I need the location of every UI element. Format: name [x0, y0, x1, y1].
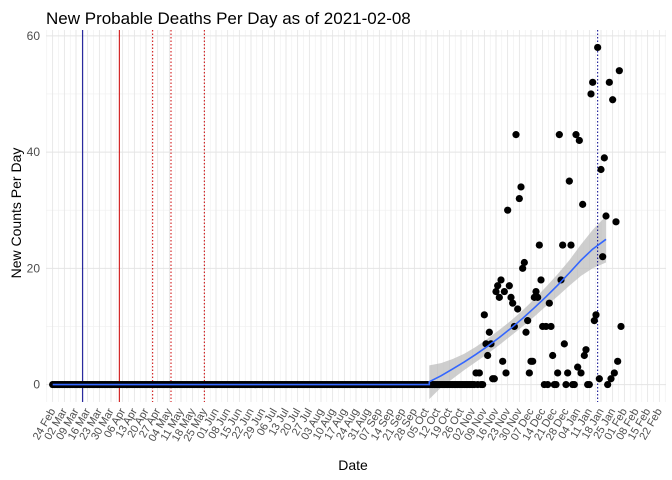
y-axis-ticks: 0 20 40 60 — [27, 29, 41, 392]
data-point — [532, 287, 540, 296]
data-point — [485, 328, 493, 336]
data-point — [587, 90, 595, 98]
data-point — [492, 287, 500, 296]
data-point — [560, 340, 568, 348]
data-point — [512, 131, 520, 139]
data-point — [574, 363, 582, 371]
data-point — [562, 380, 570, 389]
data-point — [522, 328, 530, 336]
data-point — [602, 212, 610, 220]
smooth-fit-path — [52, 238, 607, 386]
data-point — [610, 369, 618, 377]
chart-title: New Probable Deaths Per Day as of 2021-0… — [46, 9, 411, 28]
data-point — [537, 276, 545, 284]
data-point — [572, 131, 580, 139]
data-point — [514, 305, 522, 313]
data-points — [459, 43, 625, 389]
data-point — [542, 322, 550, 331]
confidence-band — [429, 216, 606, 400]
y-axis-label: New Counts Per Day — [8, 148, 24, 279]
data-point — [589, 78, 597, 86]
data-point — [599, 253, 607, 261]
data-point — [535, 241, 543, 249]
y-tick-label: 60 — [27, 29, 41, 43]
zero-series — [49, 380, 465, 389]
data-point — [494, 282, 502, 290]
data-point — [529, 357, 537, 365]
y-tick-label: 0 — [33, 378, 40, 392]
data-point — [570, 380, 578, 389]
data-point — [604, 380, 612, 389]
data-point — [567, 241, 575, 249]
data-point — [590, 317, 598, 325]
data-point — [555, 131, 563, 139]
data-point — [600, 154, 608, 162]
data-point — [515, 194, 523, 203]
data-point — [549, 351, 557, 360]
data-point — [545, 299, 553, 307]
data-point — [607, 375, 615, 383]
data-point — [507, 293, 515, 301]
data-point — [592, 311, 600, 319]
data-point — [559, 241, 567, 249]
x-axis-label: Date — [338, 457, 368, 473]
data-point — [502, 369, 510, 377]
data-point — [525, 369, 533, 377]
data-point — [615, 67, 623, 75]
data-point — [524, 317, 532, 325]
data-point — [605, 78, 613, 86]
data-point — [504, 206, 512, 214]
data-point — [554, 369, 562, 377]
data-point — [564, 369, 572, 377]
data-point — [547, 322, 555, 331]
data-point — [557, 276, 565, 284]
data-point — [565, 177, 573, 185]
data-point — [594, 43, 602, 52]
data-point — [609, 96, 617, 104]
data-point — [475, 369, 483, 377]
data-point — [495, 293, 503, 301]
data-point — [499, 357, 507, 365]
data-point — [614, 357, 622, 365]
data-point — [484, 351, 492, 360]
data-point — [585, 380, 593, 389]
grid-lines — [46, 30, 666, 402]
smooth-fit-line — [52, 238, 607, 386]
data-point — [575, 136, 583, 145]
data-point — [579, 200, 587, 208]
y-tick-label: 40 — [27, 145, 41, 159]
data-point — [597, 165, 605, 174]
data-point — [500, 287, 508, 296]
data-point — [612, 218, 620, 226]
data-point — [580, 351, 588, 360]
data-point — [519, 264, 527, 272]
data-point — [509, 299, 517, 307]
data-point — [497, 276, 505, 284]
data-point — [595, 375, 603, 383]
data-point — [490, 375, 498, 383]
data-point — [479, 380, 487, 389]
data-point — [505, 282, 513, 290]
data-point — [552, 380, 560, 389]
data-point — [617, 322, 625, 331]
data-point — [520, 258, 528, 267]
reference-lines — [82, 30, 599, 402]
y-tick-label: 20 — [27, 261, 41, 275]
data-point — [517, 183, 525, 191]
smooth-confidence-band — [429, 216, 606, 400]
data-point — [582, 346, 590, 354]
data-point — [577, 369, 585, 377]
data-point — [544, 380, 552, 389]
data-point — [534, 293, 542, 301]
data-point — [480, 311, 488, 319]
